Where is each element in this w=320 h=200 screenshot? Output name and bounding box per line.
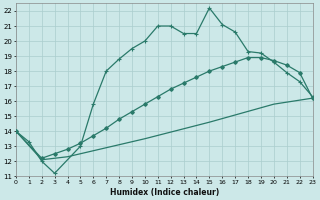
X-axis label: Humidex (Indice chaleur): Humidex (Indice chaleur) [110, 188, 219, 197]
